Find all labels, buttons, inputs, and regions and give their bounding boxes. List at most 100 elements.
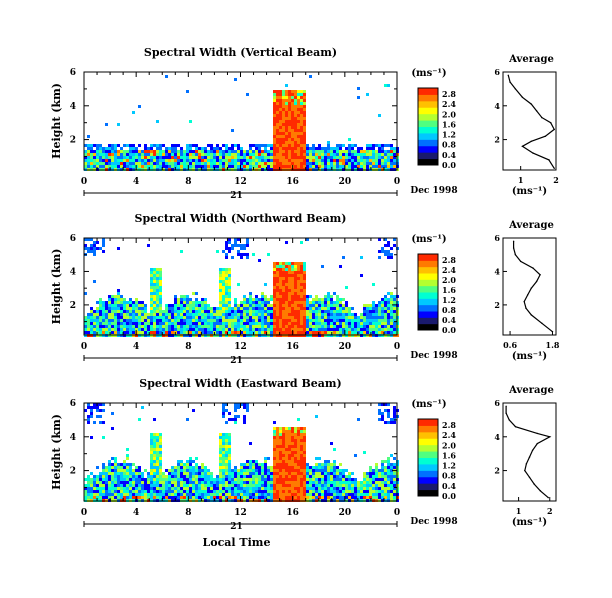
y-tick-label: 4 [70,433,76,443]
x-tick-label: 0 [81,342,87,352]
colorbar-tick-label: 0.0 [442,325,456,335]
panel-0: Spectral Width (Vertical Beam)0 4 8 12 16 20 0… [50,46,559,201]
average-x-tick-label: 1 [516,506,522,516]
average-x-tick-label: 0.6 [503,340,517,350]
x-tick-label: 16 [286,177,299,187]
x-tick-label: 4 [133,342,139,352]
colorbar-tick-label: 2.4 [442,99,456,109]
colorbar-tick-label: 2.4 [442,265,456,275]
average-line [505,406,552,499]
average-line [507,75,555,169]
average-x-axis-label: (ms⁻¹) [512,351,547,362]
average-y-tick-label: 2 [494,466,500,476]
colorbar-swatch [418,444,438,452]
colorbar-swatch [418,152,438,160]
colorbar-swatch [418,419,438,426]
colorbar-tick-label: 0.8 [442,305,456,315]
x-tick-label: 16 [286,508,299,518]
colorbar-swatch [418,107,438,115]
y-axis-label: Height (km) [50,83,63,159]
average-profile: Average 2 4 6 1 2 (ms⁻¹) [494,54,558,197]
colorbar-tick-label: 1.6 [442,119,456,129]
panel-title: Spectral Width (Vertical Beam) [144,46,337,59]
average-y-tick-label: 2 [494,135,500,145]
day-label: 21 [230,191,243,201]
colorbar-swatch [418,254,438,261]
average-y-tick-label: 6 [494,233,500,243]
x-tick-label: 16 [286,342,299,352]
colorbar-swatch [418,145,438,153]
average-y-tick-label: 6 [494,67,500,77]
colorbar-swatch [418,431,438,439]
panel-title: Spectral Width (Northward Beam) [135,212,347,225]
colorbar-tick-label: 2.0 [442,440,456,450]
colorbar-frame [417,87,439,166]
colorbar-swatch [418,113,438,121]
average-x-axis-label: (ms⁻¹) [512,517,547,528]
average-profile: Average 2 4 6 0.6 1.8(ms⁻¹) [494,220,559,362]
colorbar-swatch [418,457,438,465]
colorbar-unit: (ms⁻¹) [411,68,446,79]
colorbar-swatch [418,266,438,274]
colorbar-tick-label: 0.8 [442,140,456,150]
colorbar-swatch [418,100,438,108]
y-tick-label: 2 [70,136,76,146]
colorbar: 0.00.40.81.21.62.02.42.8 (ms⁻¹) [411,234,456,335]
day-label: 21 [230,522,243,532]
average-x-tick-label: 2 [547,506,553,516]
colorbar-unit: (ms⁻¹) [411,234,446,245]
colorbar-tick-label: 0.0 [442,491,456,501]
panel-1: Spectral Width (Northward Beam)0 4 8 12 16 20… [50,212,560,366]
colorbar-swatch [418,470,438,478]
colorbar-tick-label: 0.0 [442,160,456,170]
colorbar-tick-label: 1.6 [442,285,456,295]
average-y-tick-label: 4 [494,266,500,276]
y-tick-label: 2 [70,301,76,311]
panel-title: Spectral Width (Eastward Beam) [139,377,341,390]
colorbar-swatch [418,438,438,446]
colorbar-tick-label: 1.2 [442,295,456,305]
colorbar-tick-label: 2.4 [442,430,456,440]
average-x-tick-label: 1 [518,175,524,185]
colorbar-swatch [418,158,438,166]
colorbar-unit: (ms⁻¹) [411,399,446,410]
colorbar-frame [417,418,439,497]
colorbar: 0.00.40.81.21.62.02.42.8 (ms⁻¹) [411,68,456,170]
x-tick-label: 4 [133,177,139,187]
colorbar-swatch [418,273,438,280]
colorbar-swatch [418,451,438,458]
average-y-tick-label: 4 [494,432,500,442]
colorbar-swatch [418,323,438,331]
average-frame [502,237,557,336]
colorbar-swatch [418,285,438,293]
x-tick-label: 20 [339,342,352,352]
x-tick-label: 0 [394,508,400,518]
colorbar-frame [417,253,439,331]
colorbar-swatch [418,88,438,95]
colorbar-swatch [418,476,438,484]
colorbar-tick-label: 1.6 [442,450,456,460]
x-tick-label: 0 [81,177,87,187]
colorbar-swatch [418,94,438,102]
colorbar-swatch [418,463,438,471]
y-axis-label: Height (km) [50,249,63,325]
average-title: Average [508,385,554,396]
y-tick-label: 6 [70,399,76,409]
y-tick-label: 6 [70,234,76,244]
y-axis-label: Height (km) [50,414,63,490]
colorbar-tick-label: 0.8 [442,471,456,481]
y-tick-label: 2 [70,467,76,477]
day-label: 21 [230,356,243,366]
colorbar-swatch [418,483,438,491]
colorbar-tick-label: 0.4 [442,150,456,160]
heatmap-cells [84,238,399,337]
colorbar-swatch [418,311,438,318]
colorbar-swatch [418,260,438,268]
colorbar-swatch [418,489,438,497]
colorbar-tick-label: 2.8 [442,255,456,265]
colorbar-swatch [418,126,438,134]
x-tick-label: 12 [234,508,247,518]
colorbar-tick-label: 0.4 [442,481,456,491]
x-tick-label: 8 [185,508,191,518]
colorbar-tick-label: 2.0 [442,109,456,119]
